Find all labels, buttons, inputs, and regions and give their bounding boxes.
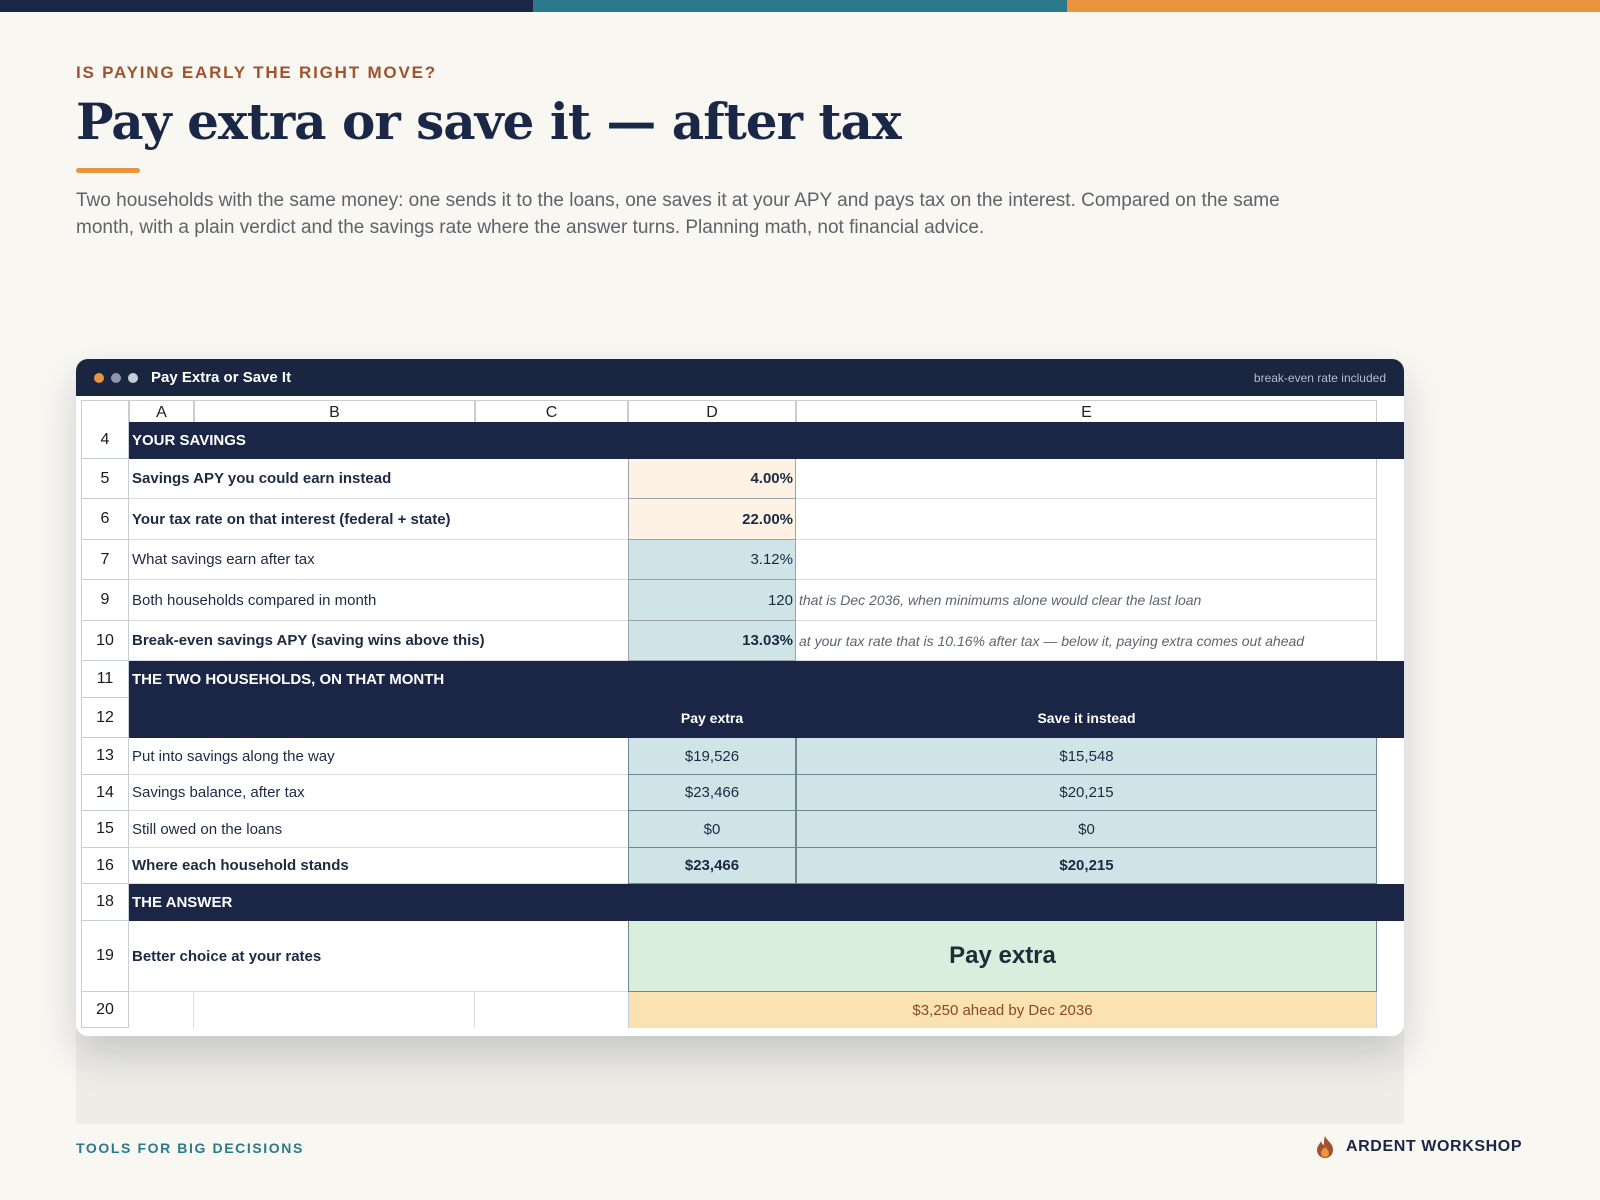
label-better-choice[interactable]: Better choice at your rates xyxy=(129,921,628,992)
corner-cell[interactable] xyxy=(81,400,129,422)
note-break-even[interactable]: at your tax rate that is 10.16% after ta… xyxy=(796,621,1377,661)
window-tag: break-even rate included xyxy=(1253,371,1386,385)
footer-tagline: TOOLS FOR BIG DECISIONS xyxy=(76,1140,304,1156)
column-header-b[interactable]: B xyxy=(194,400,475,422)
section-header-your-savings[interactable]: YOUR SAVINGS xyxy=(129,422,1404,459)
label-break-even-apy[interactable]: Break-even savings APY (saving wins abov… xyxy=(129,621,628,661)
window-dot-orange[interactable] xyxy=(94,372,104,383)
note-cell[interactable] xyxy=(796,499,1377,540)
column-header-c[interactable]: C xyxy=(475,400,628,422)
row-number[interactable]: 20 xyxy=(81,992,129,1028)
label-savings-apy[interactable]: Savings APY you could earn instead xyxy=(129,459,628,499)
row-number[interactable]: 14 xyxy=(81,775,129,811)
empty-cell-c20[interactable] xyxy=(475,992,628,1028)
window-dot-gray[interactable] xyxy=(111,372,121,383)
row-number[interactable]: 16 xyxy=(81,848,129,884)
value-pay-extra-put-in[interactable]: $19,526 xyxy=(628,738,796,775)
ahead-cell[interactable]: $3,250 ahead by Dec 2036 xyxy=(628,992,1377,1028)
column-header-e[interactable]: E xyxy=(796,400,1377,422)
label-savings-balance[interactable]: Savings balance, after tax xyxy=(129,775,628,811)
row-number[interactable]: 4 xyxy=(81,422,129,459)
value-save-owed[interactable]: $0 xyxy=(796,811,1377,848)
value-compared-month[interactable]: 120 xyxy=(628,580,796,621)
value-break-even-apy[interactable]: 13.03% xyxy=(628,621,796,661)
value-after-tax-rate[interactable]: 3.12% xyxy=(628,540,796,580)
accent-orange xyxy=(1066,0,1600,12)
value-pay-extra-stands[interactable]: $23,466 xyxy=(628,848,796,884)
window-titlebar: Pay Extra or Save It break-even rate inc… xyxy=(76,359,1404,396)
row-number[interactable]: 5 xyxy=(81,459,129,499)
window-title: Pay Extra or Save It xyxy=(151,369,292,386)
label-tax-rate[interactable]: Your tax rate on that interest (federal … xyxy=(129,499,628,540)
empty-cell-b20[interactable] xyxy=(194,992,475,1028)
header-band-blank[interactable] xyxy=(129,698,628,738)
row-number[interactable]: 18 xyxy=(81,884,129,921)
note-cell[interactable] xyxy=(796,459,1377,499)
footer-brand: ARDENT WORKSHOP xyxy=(1314,1135,1522,1159)
accent-navy xyxy=(0,0,534,12)
verdict-cell[interactable]: Pay extra xyxy=(628,921,1377,992)
top-accent-bar xyxy=(0,0,1600,12)
value-pay-extra-owed[interactable]: $0 xyxy=(628,811,796,848)
window-dot-light[interactable] xyxy=(128,372,138,383)
title-underline xyxy=(76,168,140,173)
row-number[interactable]: 6 xyxy=(81,499,129,540)
brand-name: ARDENT WORKSHOP xyxy=(1346,1138,1523,1155)
section-header-two-households[interactable]: THE TWO HOUSEHOLDS, ON THAT MONTH xyxy=(129,661,1404,698)
input-savings-apy[interactable]: 4.00% xyxy=(628,459,796,499)
note-compared-month[interactable]: that is Dec 2036, when minimums alone wo… xyxy=(796,580,1377,621)
value-save-balance[interactable]: $20,215 xyxy=(796,775,1377,811)
column-header-a[interactable]: A xyxy=(129,400,194,422)
row-number[interactable]: 15 xyxy=(81,811,129,848)
note-cell[interactable] xyxy=(796,540,1377,580)
page-title: Pay extra or save it — after tax xyxy=(76,92,902,151)
value-save-stands[interactable]: $20,215 xyxy=(796,848,1377,884)
label-where-stands[interactable]: Where each household stands xyxy=(129,848,628,884)
row-number[interactable]: 19 xyxy=(81,921,129,992)
empty-cell-a20[interactable] xyxy=(129,992,194,1028)
label-compared-month[interactable]: Both households compared in month xyxy=(129,580,628,621)
row-number[interactable]: 9 xyxy=(81,580,129,621)
label-put-into-savings[interactable]: Put into savings along the way xyxy=(129,738,628,775)
lede-paragraph: Two households with the same money: one … xyxy=(76,190,1280,238)
label-after-tax-earnings[interactable]: What savings earn after tax xyxy=(129,540,628,580)
row-number[interactable]: 11 xyxy=(81,661,129,698)
input-tax-rate[interactable]: 22.00% xyxy=(628,499,796,540)
row-number[interactable]: 10 xyxy=(81,621,129,661)
flame-icon xyxy=(1314,1135,1336,1159)
value-pay-extra-balance[interactable]: $23,466 xyxy=(628,775,796,811)
label-still-owed[interactable]: Still owed on the loans xyxy=(129,811,628,848)
row-number[interactable]: 13 xyxy=(81,738,129,775)
accent-teal xyxy=(533,0,1067,12)
header-save-it-instead[interactable]: Save it instead xyxy=(796,698,1404,738)
header-pay-extra[interactable]: Pay extra xyxy=(628,698,796,738)
spreadsheet-window: Pay Extra or Save It break-even rate inc… xyxy=(76,359,1404,1036)
value-save-put-in[interactable]: $15,548 xyxy=(796,738,1377,775)
section-header-the-answer[interactable]: THE ANSWER xyxy=(129,884,1404,921)
column-header-d[interactable]: D xyxy=(628,400,796,422)
eyebrow: IS PAYING EARLY THE RIGHT MOVE? xyxy=(76,63,437,82)
row-number[interactable]: 12 xyxy=(81,698,129,738)
row-number[interactable]: 7 xyxy=(81,540,129,580)
